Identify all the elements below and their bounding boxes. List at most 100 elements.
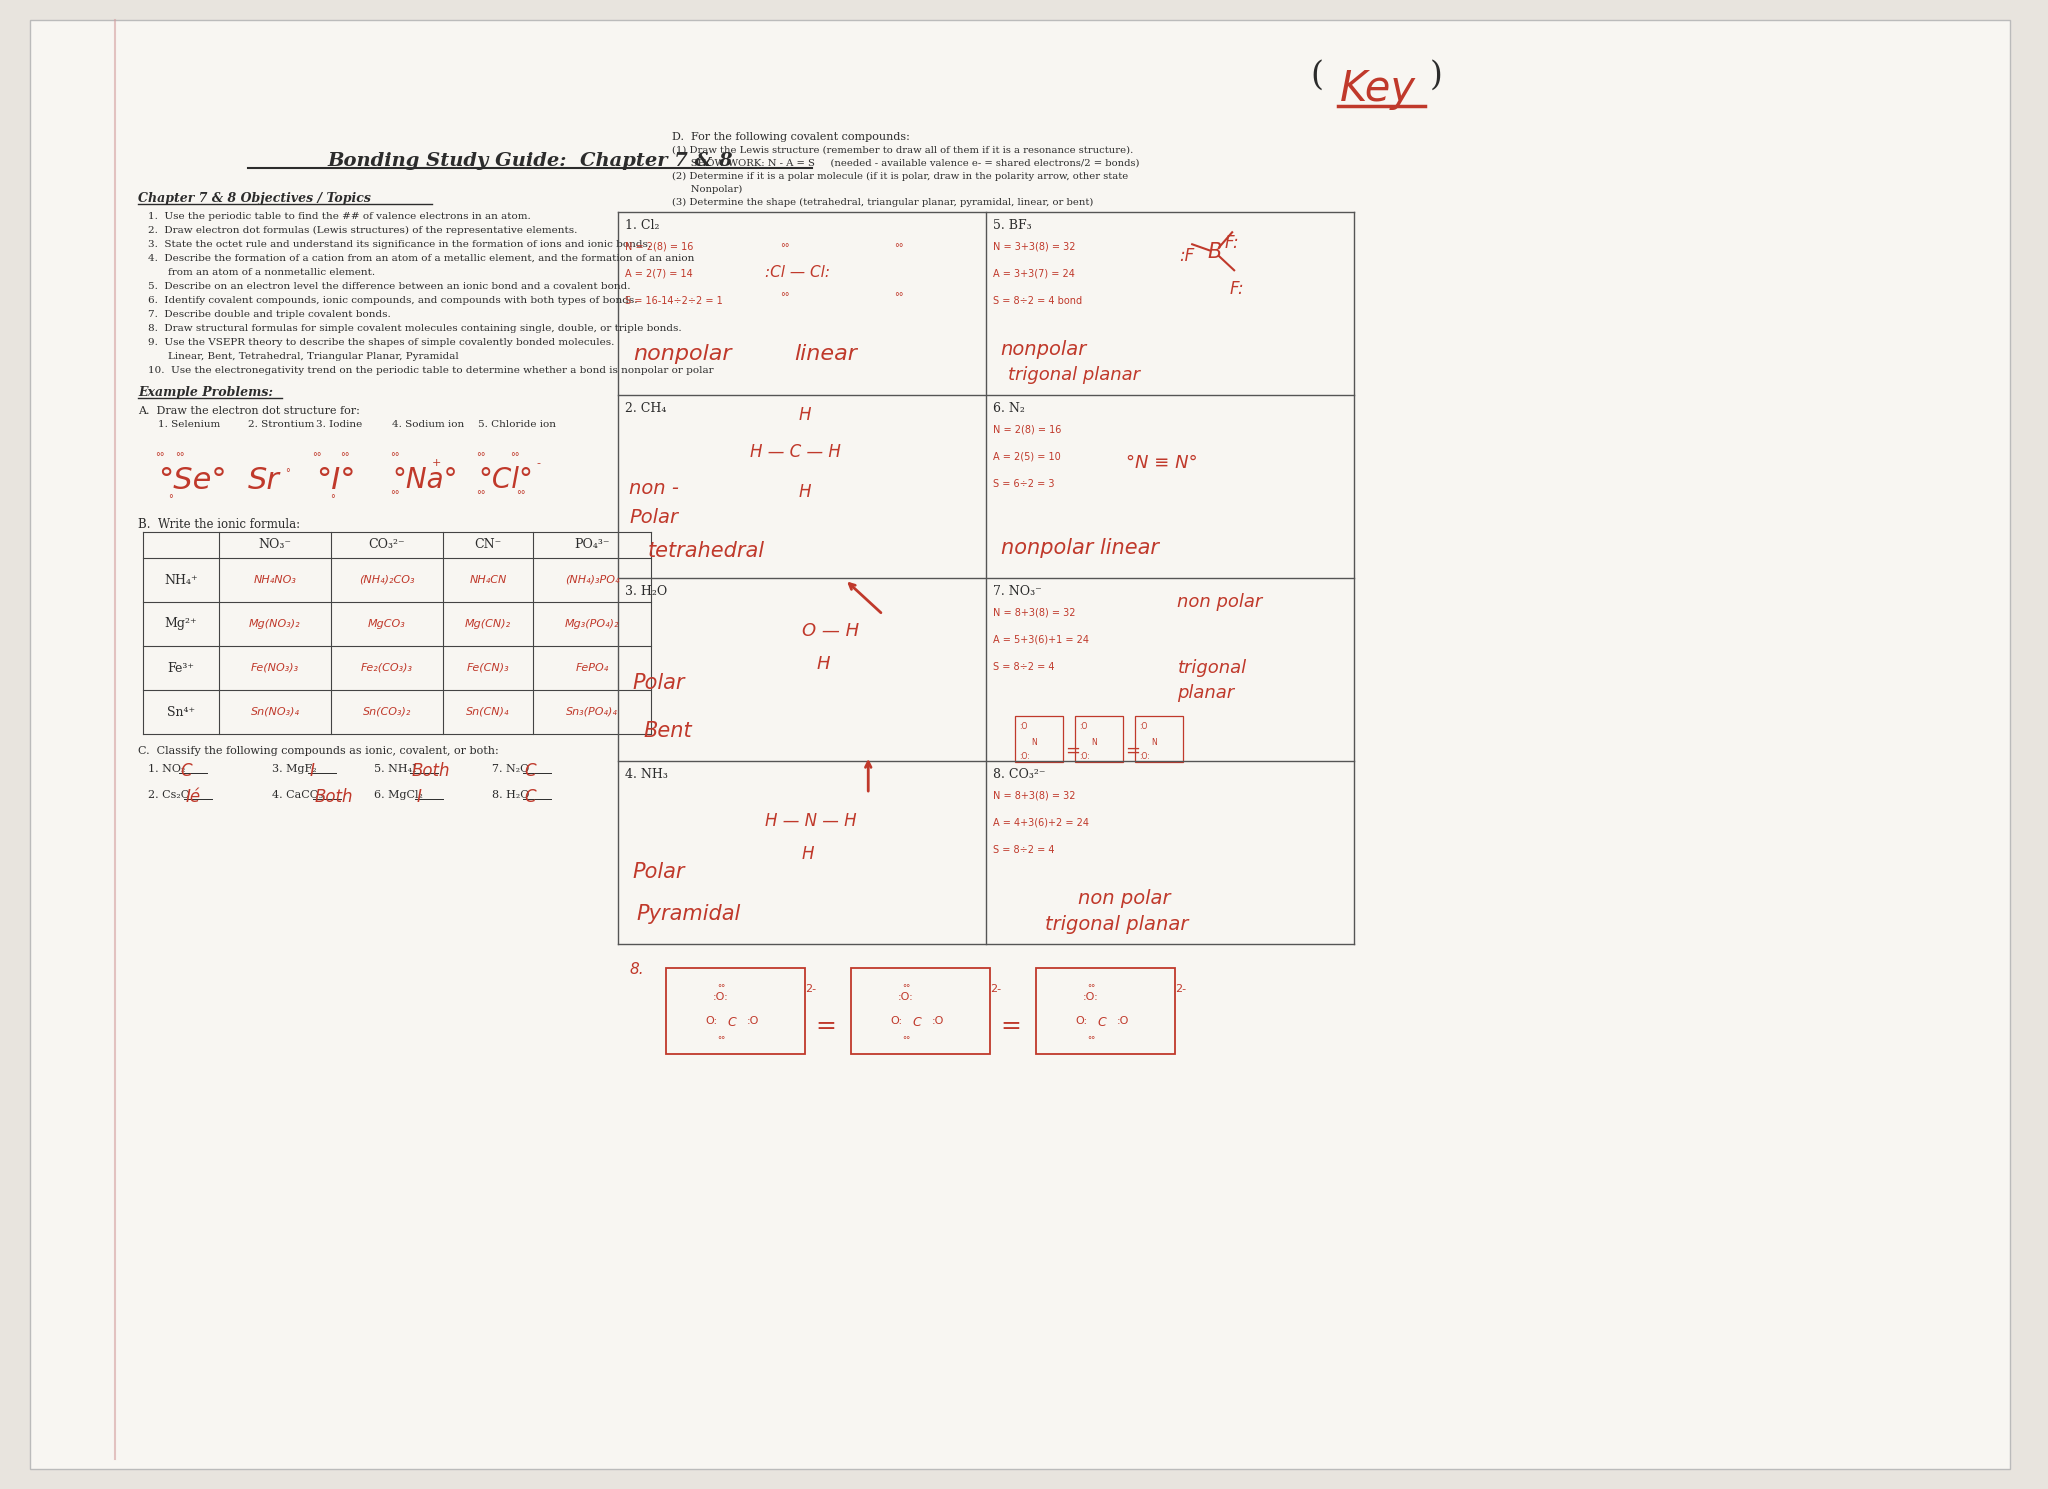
Text: N: N (1032, 737, 1036, 747)
Text: Sn₃(PO₄)₄: Sn₃(PO₄)₄ (565, 707, 618, 718)
Text: A.  Draw the electron dot structure for:: A. Draw the electron dot structure for: (137, 406, 360, 415)
Text: A = 2(7) = 14: A = 2(7) = 14 (625, 268, 692, 278)
Text: °: ° (330, 494, 334, 503)
Bar (1016, 716, 1063, 762)
Text: °°: °° (780, 243, 788, 253)
Text: H — C — H: H — C — H (750, 442, 842, 460)
Text: Fe³⁺: Fe³⁺ (168, 661, 195, 675)
Text: °°: °° (1087, 984, 1096, 993)
Text: linear: linear (795, 344, 858, 363)
Text: °°: °° (895, 292, 903, 302)
Text: Mg(NO₃)₂: Mg(NO₃)₂ (250, 619, 301, 628)
Text: S = 8÷2 = 4 bond: S = 8÷2 = 4 bond (993, 296, 1083, 307)
Text: 3.  State the octet rule and understand its significance in the formation of ion: 3. State the octet rule and understand i… (147, 240, 651, 249)
Text: 4. NH₃: 4. NH₃ (625, 768, 668, 782)
Text: trigonal planar: trigonal planar (1044, 914, 1188, 934)
Text: °°: °° (389, 453, 399, 462)
Text: trigonal: trigonal (1178, 658, 1247, 676)
Text: H: H (803, 846, 815, 864)
Text: 4.  Describe the formation of a cation from an atom of a metallic element, and t: 4. Describe the formation of a cation fr… (147, 255, 694, 264)
Text: °Cl°: °Cl° (477, 466, 532, 494)
Text: °°: °° (311, 453, 322, 462)
Text: Polar: Polar (633, 862, 686, 881)
Text: Linear, Bent, Tetrahedral, Triangular Planar, Pyramidal: Linear, Bent, Tetrahedral, Triangular Pl… (168, 351, 459, 360)
Text: O — H: O — H (803, 622, 858, 640)
Text: CO₃²⁻: CO₃²⁻ (369, 539, 406, 551)
Text: N: N (1151, 737, 1157, 747)
Text: Mg(CN)₂: Mg(CN)₂ (465, 619, 512, 628)
Text: 2-: 2- (989, 984, 1001, 995)
Text: 6.  Identify covalent compounds, ionic compounds, and compounds with both types : 6. Identify covalent compounds, ionic co… (147, 296, 637, 305)
Text: 1. NO₂: 1. NO₂ (147, 764, 186, 774)
Text: MgCO₃: MgCO₃ (369, 619, 406, 628)
Text: +: + (432, 459, 442, 468)
Text: :O: :O (1139, 722, 1147, 731)
Text: Nonpolar): Nonpolar) (672, 185, 741, 194)
Text: C: C (911, 1015, 922, 1029)
Text: N = 8+3(8) = 32: N = 8+3(8) = 32 (993, 791, 1075, 800)
Text: °: ° (168, 494, 172, 503)
Text: N = 2(8) = 16: N = 2(8) = 16 (993, 424, 1061, 435)
Text: :O:: :O: (1139, 752, 1151, 761)
Text: 2-: 2- (805, 984, 815, 995)
Text: °°: °° (340, 453, 350, 462)
Text: :O:: :O: (897, 992, 913, 1002)
Text: CN⁻: CN⁻ (475, 539, 502, 551)
Text: 3. MgF₂: 3. MgF₂ (272, 764, 317, 774)
Text: 3. H₂O: 3. H₂O (625, 585, 668, 599)
Text: non -: non - (629, 479, 680, 499)
Text: F:: F: (1229, 280, 1243, 298)
Text: 8. H₂O: 8. H₂O (492, 791, 528, 800)
Text: C: C (180, 762, 193, 780)
Text: Example Problems:: Example Problems: (137, 386, 272, 399)
Text: Both: Both (315, 788, 354, 806)
Text: °°: °° (901, 984, 909, 993)
Text: °°: °° (510, 453, 520, 462)
Text: N = 8+3(8) = 32: N = 8+3(8) = 32 (993, 608, 1075, 618)
Text: C: C (524, 788, 537, 806)
Text: °°: °° (780, 292, 788, 302)
Text: (1) Draw the Lewis structure (remember to draw all of them if it is a resonance : (1) Draw the Lewis structure (remember t… (672, 146, 1133, 155)
Text: 9.  Use the VSEPR theory to describe the shapes of simple covalently bonded mole: 9. Use the VSEPR theory to describe the … (147, 338, 614, 347)
Text: °°: °° (475, 453, 485, 462)
Text: O:: O: (705, 1015, 717, 1026)
Text: Polar: Polar (629, 508, 678, 527)
Text: S = 16-14÷2÷2 = 1: S = 16-14÷2÷2 = 1 (625, 296, 723, 307)
Text: Sn(NO₃)₄: Sn(NO₃)₄ (250, 707, 299, 718)
Text: :O: :O (1020, 722, 1028, 731)
Text: C: C (727, 1015, 735, 1029)
Text: °°: °° (717, 1036, 725, 1045)
Text: H: H (817, 655, 829, 673)
Text: nonpolar: nonpolar (1001, 339, 1087, 359)
Text: O:: O: (891, 1015, 901, 1026)
Text: °I°: °I° (315, 466, 356, 494)
Text: :O:: :O: (713, 992, 729, 1002)
Text: (NH₄)₂CO₃: (NH₄)₂CO₃ (358, 575, 416, 585)
Text: Bent: Bent (643, 721, 692, 740)
Text: :O: :O (748, 1015, 760, 1026)
Text: SHOW WORK: N - A = S     (needed - available valence e- = shared electrons/2 = b: SHOW WORK: N - A = S (needed - available… (672, 159, 1139, 168)
Text: :O:: :O: (1079, 752, 1090, 761)
Text: FePO₄: FePO₄ (575, 663, 608, 673)
Text: H: H (799, 482, 811, 500)
Text: nonpolar: nonpolar (633, 344, 731, 363)
Text: 6. MgCl₂: 6. MgCl₂ (375, 791, 422, 800)
Text: °°: °° (717, 984, 725, 993)
Text: trigonal planar: trigonal planar (1008, 366, 1141, 384)
Text: Key: Key (1339, 68, 1415, 110)
Bar (1075, 716, 1124, 762)
Text: Bonding Study Guide:  Chapter 7 & 8: Bonding Study Guide: Chapter 7 & 8 (328, 152, 733, 170)
Text: 2.  Draw electron dot formulas (Lewis structures) of the representative elements: 2. Draw electron dot formulas (Lewis str… (147, 226, 578, 235)
Text: B.  Write the ionic formula:: B. Write the ionic formula: (137, 518, 301, 532)
Text: A = 4+3(6)+2 = 24: A = 4+3(6)+2 = 24 (993, 817, 1090, 828)
Text: Sn(CO₃)₂: Sn(CO₃)₂ (362, 707, 412, 718)
Text: 7.  Describe double and triple covalent bonds.: 7. Describe double and triple covalent b… (147, 310, 391, 319)
Text: =: = (1001, 1014, 1022, 1038)
Text: :O: :O (1079, 722, 1087, 731)
Text: °°: °° (1087, 1036, 1096, 1045)
Text: C: C (1098, 1015, 1106, 1029)
Text: 4. CaCO₃: 4. CaCO₃ (272, 791, 324, 800)
Text: NH₄⁺: NH₄⁺ (164, 573, 199, 587)
Text: N: N (1092, 737, 1098, 747)
Text: C: C (524, 762, 537, 780)
